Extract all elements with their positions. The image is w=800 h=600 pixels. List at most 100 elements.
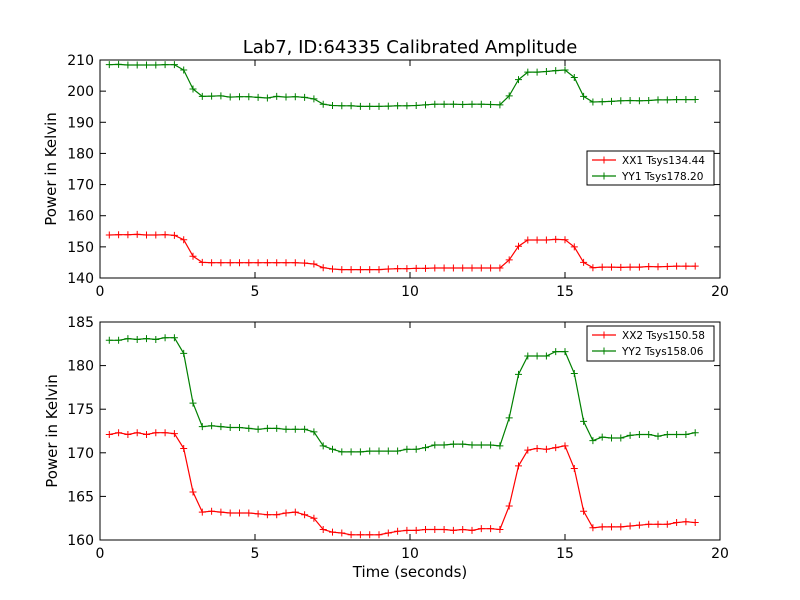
top-data-point — [254, 259, 262, 267]
top-data-point — [105, 231, 113, 239]
top-data-point — [580, 92, 588, 100]
bottom-y-tick-label: 170 — [67, 446, 94, 462]
top-data-point — [403, 102, 411, 110]
bottom-data-point — [598, 433, 606, 441]
top-data-point — [412, 264, 420, 272]
bottom-data-point — [375, 531, 383, 539]
bottom-data-point — [673, 430, 681, 438]
bottom-data-point — [552, 444, 560, 452]
top-data-point — [589, 98, 597, 106]
top-data-point — [282, 93, 290, 101]
top-data-point — [124, 231, 132, 239]
top-data-point — [338, 266, 346, 274]
top-data-point — [608, 97, 615, 105]
bottom-data-point — [403, 445, 411, 453]
top-x-tick-label: 0 — [96, 284, 105, 300]
top-data-point — [635, 263, 643, 271]
top-data-point — [263, 94, 271, 102]
bottom-data-point — [663, 430, 671, 438]
bottom-data-point — [133, 429, 141, 437]
top-data-point — [580, 258, 588, 266]
bottom-data-point — [226, 509, 234, 517]
bottom-y-tick-label: 180 — [67, 359, 94, 375]
top-data-point — [459, 264, 467, 272]
bottom-x-tick-label: 10 — [401, 546, 419, 562]
top-data-point — [236, 259, 243, 267]
bottom-data-point — [449, 440, 457, 448]
top-data-point — [533, 236, 541, 244]
top-data-point — [617, 263, 625, 271]
top-data-point — [542, 236, 550, 244]
top-data-point — [570, 243, 578, 251]
top-data-point — [319, 264, 327, 272]
bottom-series-line-0 — [109, 432, 696, 536]
bottom-data-point — [273, 424, 281, 432]
top-x-tick-label: 15 — [556, 284, 574, 300]
bottom-data-point — [403, 526, 411, 534]
bottom-data-point — [161, 334, 169, 342]
top-data-point — [329, 101, 336, 109]
top-data-point — [487, 264, 495, 272]
top-legend-box — [586, 150, 715, 186]
bottom-data-point — [208, 422, 216, 430]
bottom-x-tick-label: 15 — [556, 546, 574, 562]
top-data-point — [133, 230, 141, 238]
x-axis-label: Time (seconds) — [352, 563, 468, 581]
bottom-legend-box — [586, 325, 715, 362]
bottom-data-point — [412, 526, 420, 534]
bottom-data-point — [124, 430, 132, 438]
top-y-tick-label: 210 — [67, 53, 94, 69]
top-y-tick-label: 170 — [67, 178, 94, 194]
top-series-layer — [105, 60, 699, 274]
bottom-data-point — [263, 424, 271, 432]
top-data-point — [515, 242, 522, 250]
top-y-tick-label: 150 — [67, 240, 94, 256]
top-data-point — [422, 264, 429, 272]
bottom-y-axis: 160 165 170 175 180 185 — [67, 315, 720, 549]
bottom-x-tick-label: 0 — [96, 546, 105, 562]
top-data-point — [422, 101, 429, 109]
bottom-y-tick-label: 160 — [67, 533, 94, 549]
top-data-point — [403, 265, 411, 273]
top-data-point — [431, 100, 439, 108]
bottom-data-point — [245, 424, 253, 432]
bottom-data-point — [682, 430, 690, 438]
bottom-y-axis-label: Power in Kelvin — [43, 374, 61, 488]
bottom-data-point — [208, 507, 216, 515]
top-data-point — [152, 61, 160, 69]
bottom-data-point — [273, 511, 281, 519]
bottom-x-tick-label: 20 — [711, 546, 729, 562]
bottom-data-point — [254, 425, 262, 433]
top-data-point — [524, 68, 532, 76]
top-x-axis: 0 5 10 15 20 — [96, 60, 729, 300]
bottom-data-point — [152, 429, 160, 437]
bottom-data-point — [533, 352, 541, 360]
bottom-data-point — [496, 442, 504, 450]
bottom-data-point — [356, 448, 364, 456]
bottom-data-point — [533, 444, 541, 452]
bottom-data-point — [589, 524, 597, 532]
top-x-tick-label: 20 — [711, 284, 729, 300]
top-data-point — [189, 252, 197, 260]
bottom-data-point — [524, 446, 532, 454]
top-data-point — [542, 68, 550, 76]
top-data-point — [459, 101, 467, 109]
bottom-legend: XX2 Tsys150.58 YY2 Tsys158.06 — [586, 325, 715, 362]
bottom-plot-panel: 0 5 10 15 20 160 165 170 175 180 185 Power in Kel… — [43, 315, 729, 581]
top-data-point — [226, 259, 234, 267]
bottom-data-point — [291, 508, 299, 516]
bottom-data-point — [236, 424, 243, 432]
top-data-point — [673, 262, 681, 270]
top-data-point — [133, 61, 141, 69]
bottom-data-point — [133, 335, 141, 343]
bottom-data-point — [459, 440, 467, 448]
bottom-data-point — [198, 508, 206, 516]
bottom-data-point — [180, 444, 188, 452]
bottom-data-point — [542, 352, 550, 360]
bottom-data-point — [198, 423, 206, 431]
top-data-point — [487, 101, 495, 109]
bottom-data-point — [347, 531, 355, 539]
top-data-point — [217, 92, 225, 100]
bottom-data-point — [338, 448, 346, 456]
top-y-tick-label: 160 — [67, 209, 94, 225]
